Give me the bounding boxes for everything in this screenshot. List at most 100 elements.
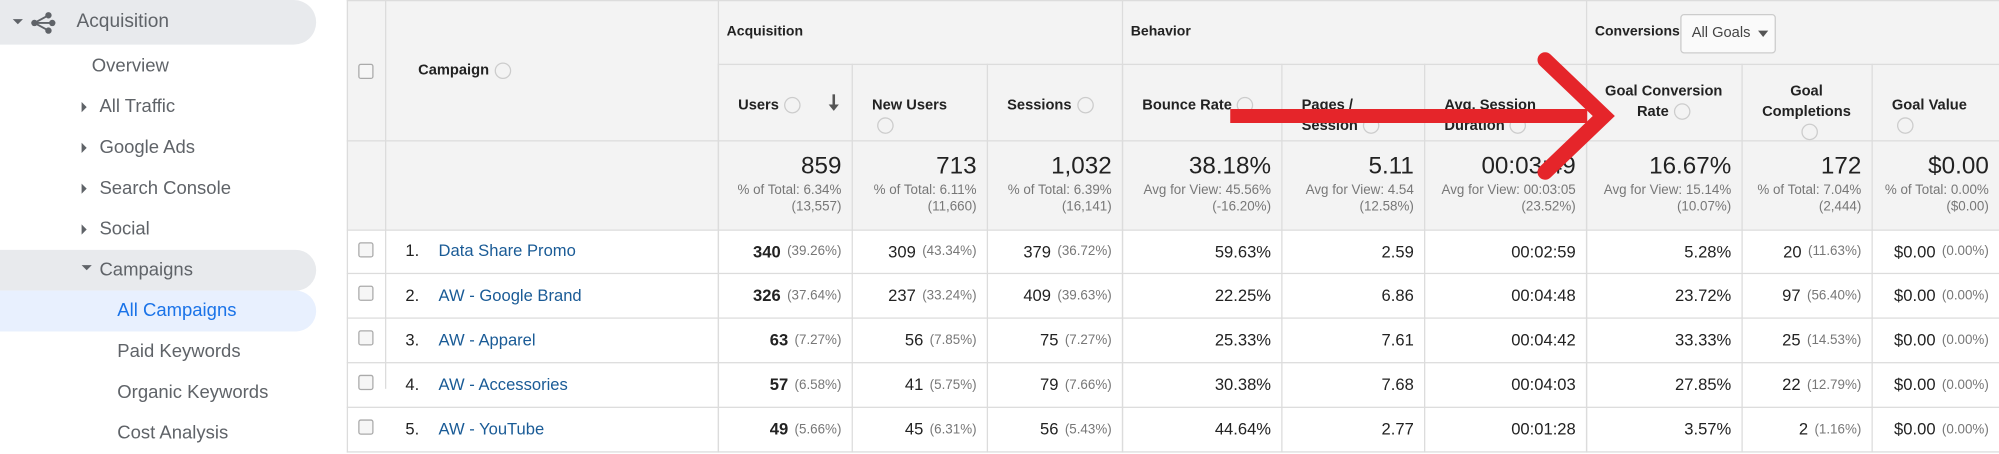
row-checkbox[interactable] bbox=[358, 419, 374, 435]
total-value: 172 bbox=[1820, 152, 1862, 180]
total-subtext: Avg for View: 00:03:05 bbox=[1441, 182, 1576, 198]
row-checkbox[interactable] bbox=[358, 330, 374, 346]
row-index: 1. bbox=[405, 240, 420, 261]
column-group: Acquisition bbox=[726, 24, 804, 40]
cell-percent: (5.75%) bbox=[929, 376, 977, 393]
column-header[interactable]: Users bbox=[718, 96, 852, 116]
total-subtext: Avg for View: 4.54 bbox=[1305, 182, 1414, 198]
total-value: 5.11 bbox=[1368, 152, 1414, 180]
cell-value: 33.33% bbox=[1675, 330, 1732, 350]
column-header[interactable]: Goal Conversion Rate bbox=[1586, 82, 1742, 123]
row-checkbox[interactable] bbox=[358, 374, 374, 391]
cell: 379 (36.72%) bbox=[987, 229, 1111, 272]
nav-caret bbox=[81, 101, 87, 113]
cell: 409 (39.63%) bbox=[987, 273, 1111, 318]
divider bbox=[346, 451, 1999, 453]
nav-item[interactable]: Cost Analysis bbox=[117, 423, 229, 444]
column-group: Behavior bbox=[1130, 24, 1191, 40]
select-all-checkbox[interactable] bbox=[358, 63, 374, 80]
divider bbox=[346, 317, 1999, 319]
cell: 25.33% bbox=[1122, 317, 1271, 362]
column-header[interactable]: Goal Completions bbox=[1741, 82, 1871, 143]
cell-percent: (5.66%) bbox=[794, 421, 842, 437]
goal-select[interactable]: All Goals bbox=[1680, 14, 1776, 54]
cell-value: 00:04:48 bbox=[1511, 285, 1576, 305]
campaign-link[interactable]: AW - Google Brand bbox=[438, 285, 582, 305]
cell: 7.61 bbox=[1281, 317, 1414, 362]
divider bbox=[346, 0, 349, 453]
nav-item[interactable]: Google Ads bbox=[99, 137, 196, 159]
cell-value: 63 bbox=[769, 330, 789, 350]
cell-value: $0.00 bbox=[1894, 419, 1936, 439]
row-checkbox[interactable] bbox=[358, 285, 374, 301]
cell-percent: (7.27%) bbox=[1064, 332, 1112, 348]
report-table: Acquisition Behavior Conversions All Goals C… bbox=[346, 0, 1999, 453]
nav-item[interactable]: Search Console bbox=[99, 178, 231, 199]
column-header[interactable]: New Users bbox=[852, 96, 987, 137]
total-subtext: (12.58%) bbox=[1359, 198, 1414, 215]
cell: 27.85% bbox=[1586, 362, 1731, 407]
nav-item[interactable]: All Traffic bbox=[99, 96, 176, 118]
column-header[interactable]: Goal Value bbox=[1872, 96, 1999, 137]
help-icon[interactable] bbox=[784, 97, 801, 115]
divider bbox=[986, 63, 989, 453]
help-icon[interactable] bbox=[494, 62, 511, 80]
total-value: 859 bbox=[800, 152, 842, 180]
cell-value: 00:02:59 bbox=[1511, 241, 1576, 261]
total-subtext: (2,444) bbox=[1818, 198, 1862, 215]
divider bbox=[346, 140, 1999, 142]
cell-percent: (5.43%) bbox=[1064, 421, 1112, 437]
column-header[interactable]: Campaign bbox=[418, 62, 511, 80]
cell: 59.63% bbox=[1122, 229, 1271, 272]
cell-value: 22.25% bbox=[1214, 285, 1272, 305]
cell: $0.00 (0.00%) bbox=[1872, 273, 1989, 318]
cell: 2.59 bbox=[1281, 229, 1414, 272]
campaign-link[interactable]: AW - Accessories bbox=[438, 374, 568, 394]
column-header-label: Goal Completions bbox=[1762, 84, 1851, 120]
cell: 56 (5.43%) bbox=[987, 407, 1112, 452]
campaign-link[interactable]: AW - Apparel bbox=[438, 330, 536, 350]
cell: 2 (1.16%) bbox=[1741, 407, 1861, 452]
nav-item[interactable]: Social bbox=[99, 219, 150, 240]
cell-value: 2.77 bbox=[1381, 419, 1414, 439]
total-subtext: Avg for View: 45.56% bbox=[1143, 182, 1272, 198]
nav-item[interactable]: All Campaigns bbox=[117, 300, 237, 322]
help-icon[interactable] bbox=[1897, 117, 1914, 135]
nav-title[interactable]: Acquisition bbox=[76, 10, 169, 32]
nav-caret bbox=[81, 265, 92, 271]
cell-value: 41 bbox=[904, 374, 924, 394]
column-header[interactable]: Sessions bbox=[987, 96, 1122, 116]
cell-value: 44.64% bbox=[1214, 419, 1272, 439]
cell-value: 379 bbox=[1023, 241, 1051, 261]
cell: 00:04:42 bbox=[1424, 317, 1576, 362]
cell-value: $0.00 bbox=[1894, 241, 1936, 261]
help-icon[interactable] bbox=[877, 117, 894, 135]
total-subtext: (13,557) bbox=[791, 198, 842, 215]
nav-item[interactable]: Campaigns bbox=[99, 260, 193, 281]
nav-caret bbox=[81, 224, 87, 235]
cell-value: 75 bbox=[1039, 330, 1059, 350]
row-checkbox[interactable] bbox=[358, 242, 374, 258]
help-icon[interactable] bbox=[1673, 103, 1691, 121]
nav-item[interactable]: Paid Keywords bbox=[117, 341, 241, 363]
help-icon[interactable] bbox=[1800, 124, 1818, 141]
total-subtext: % of Total: 0.00% bbox=[1884, 182, 1989, 198]
divider bbox=[346, 0, 1999, 2]
cell-value: 00:04:42 bbox=[1511, 330, 1576, 350]
cell-value: 27.85% bbox=[1675, 374, 1732, 394]
divider bbox=[346, 406, 1999, 408]
nav-item[interactable]: Overview bbox=[91, 56, 169, 77]
select-caret bbox=[1758, 30, 1769, 37]
total-subtext: % of Total: 6.34% bbox=[737, 182, 842, 198]
campaign-link[interactable]: AW - YouTube bbox=[438, 419, 545, 439]
cell: 7.68 bbox=[1281, 362, 1414, 407]
nav-item[interactable]: Organic Keywords bbox=[117, 382, 269, 403]
cell: 22 (12.79%) bbox=[1741, 362, 1861, 407]
campaign-link[interactable]: Data Share Promo bbox=[438, 240, 576, 261]
cell: $0.00 (0.00%) bbox=[1872, 362, 1989, 407]
cell: 56 (7.85%) bbox=[852, 317, 977, 362]
help-icon[interactable] bbox=[1076, 97, 1094, 115]
cell-value: 45 bbox=[904, 419, 924, 439]
sort-arrow-head bbox=[828, 104, 839, 111]
